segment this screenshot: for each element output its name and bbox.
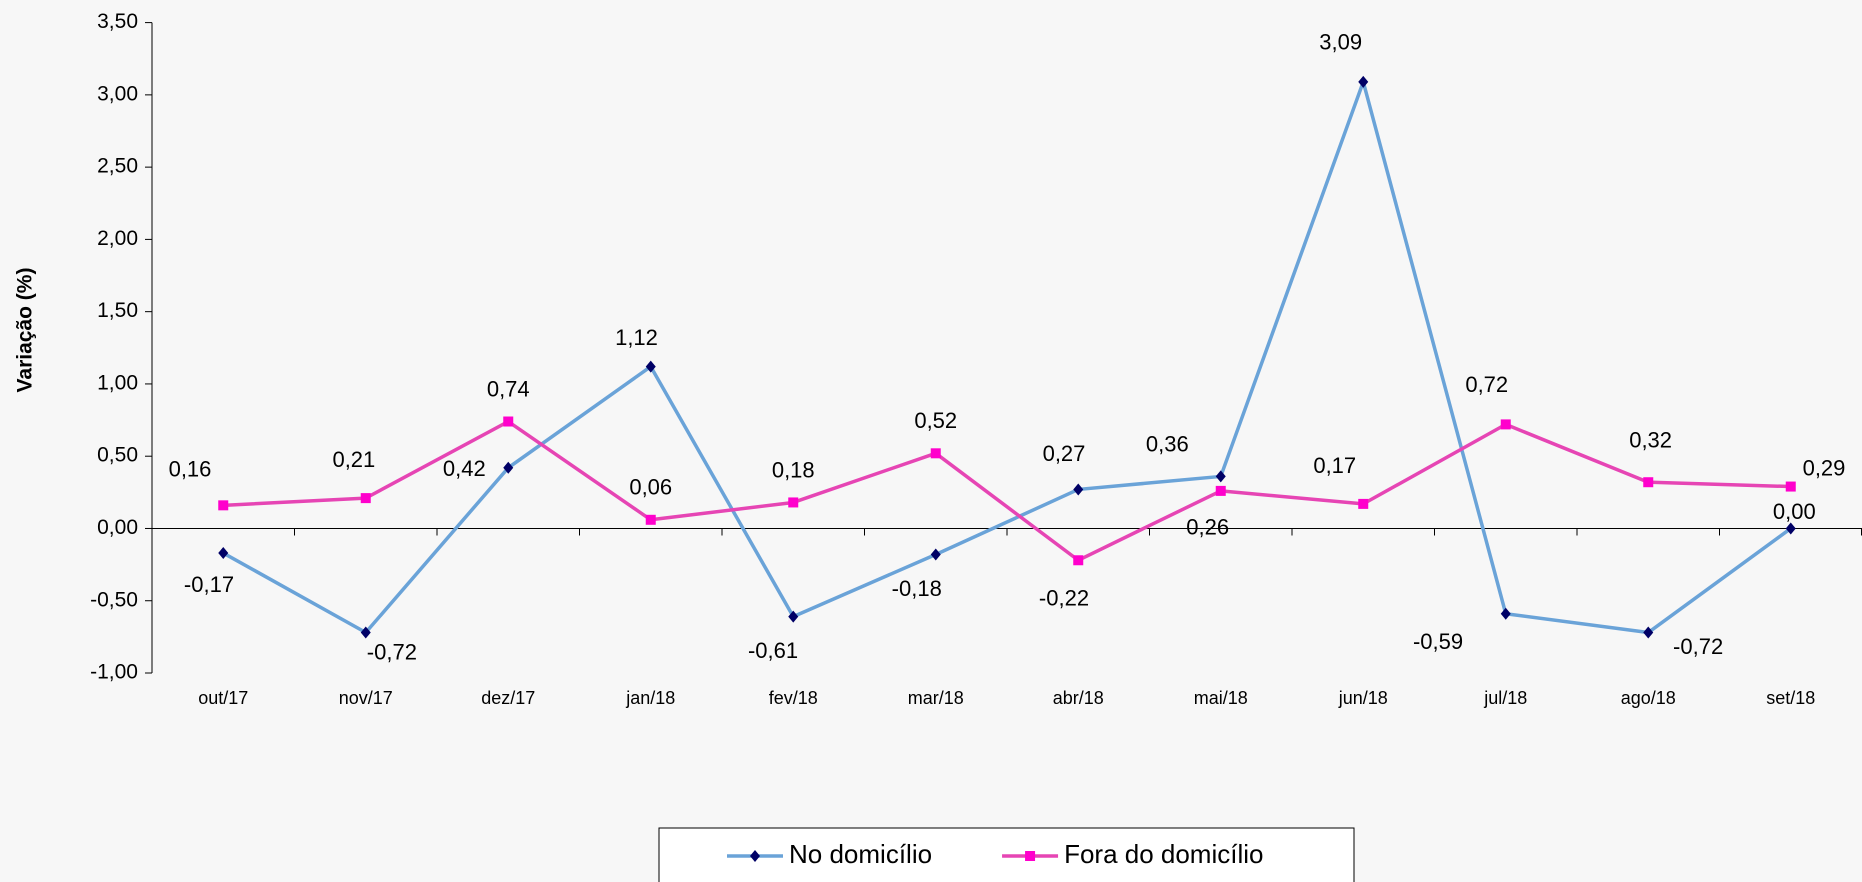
marker <box>645 360 656 373</box>
legend-label: No domicílio <box>789 839 932 869</box>
marker <box>1643 477 1654 488</box>
x-tick-label: jun/18 <box>1338 688 1388 708</box>
marker <box>788 497 799 508</box>
data-label: 0,32 <box>1629 428 1672 453</box>
data-label: 0,52 <box>914 408 957 433</box>
data-label: 3,09 <box>1319 30 1362 55</box>
marker <box>1500 607 1511 620</box>
x-tick-label: mai/18 <box>1194 688 1248 708</box>
marker <box>218 547 229 560</box>
x-tick-label: set/18 <box>1766 688 1815 708</box>
y-tick-label: -1,00 <box>90 661 138 684</box>
y-tick-label: 2,00 <box>97 227 138 250</box>
data-label: -0,72 <box>367 640 417 665</box>
y-tick-label: 3,50 <box>97 10 138 33</box>
data-label: 0,74 <box>487 376 530 401</box>
data-label: -0,17 <box>184 572 234 597</box>
marker <box>503 416 514 427</box>
data-label: 0,18 <box>772 457 815 482</box>
data-label: 0,26 <box>1186 515 1229 540</box>
marker <box>1358 75 1369 88</box>
data-label: 0,00 <box>1773 499 1816 524</box>
marker <box>1358 498 1369 509</box>
marker <box>930 548 941 561</box>
x-tick-label: dez/17 <box>481 688 535 708</box>
marker <box>360 626 371 639</box>
x-tick-label: nov/17 <box>339 688 393 708</box>
legend-label: Fora do domicílio <box>1064 839 1263 869</box>
x-tick-label: abr/18 <box>1053 688 1104 708</box>
data-label: -0,72 <box>1673 634 1723 659</box>
y-tick-label: 0,00 <box>97 516 138 539</box>
marker <box>360 493 371 504</box>
data-label: 0,36 <box>1146 431 1189 456</box>
data-label: 0,29 <box>1803 456 1846 481</box>
marker <box>930 448 941 459</box>
data-label: -0,61 <box>748 638 798 663</box>
marker <box>1073 555 1084 566</box>
legend-marker <box>750 850 760 862</box>
marker <box>218 500 229 511</box>
marker <box>645 514 656 525</box>
marker <box>1500 419 1511 430</box>
marker <box>1215 485 1226 496</box>
marker <box>788 610 799 623</box>
data-label: 0,27 <box>1043 441 1086 466</box>
x-tick-label: jan/18 <box>625 688 675 708</box>
marker <box>1073 483 1084 496</box>
marker <box>1785 522 1796 535</box>
x-tick-label: ago/18 <box>1621 688 1676 708</box>
data-label: 1,12 <box>615 325 658 350</box>
x-tick-label: jul/18 <box>1483 688 1527 708</box>
y-tick-label: 0,50 <box>97 444 138 467</box>
y-tick-label: 3,00 <box>97 82 138 105</box>
y-tick-label: 2,50 <box>97 155 138 178</box>
marker <box>1215 470 1226 483</box>
x-tick-label: out/17 <box>198 688 248 708</box>
series-line <box>222 80 1792 635</box>
y-tick-label: 1,50 <box>97 299 138 322</box>
data-label: 0,16 <box>169 457 212 482</box>
data-label: -0,59 <box>1413 629 1463 654</box>
x-tick-label: fev/18 <box>769 688 818 708</box>
data-label: 0,06 <box>629 475 672 500</box>
data-label: 0,21 <box>332 447 375 472</box>
data-label: 0,72 <box>1465 372 1508 397</box>
y-tick-label: 1,00 <box>97 371 138 394</box>
data-label: -0,18 <box>892 576 942 601</box>
marker <box>1785 481 1796 492</box>
data-label: 0,17 <box>1313 453 1356 478</box>
legend-marker <box>1025 851 1036 861</box>
data-label: 0,42 <box>443 456 486 481</box>
marker <box>503 461 514 474</box>
y-axis-label: Variação (%) <box>14 268 37 393</box>
marker <box>1643 626 1654 639</box>
data-label: -0,22 <box>1039 585 1089 610</box>
x-tick-label: mar/18 <box>908 688 964 708</box>
series-line <box>223 419 1791 563</box>
y-tick-label: -0,50 <box>90 588 138 611</box>
